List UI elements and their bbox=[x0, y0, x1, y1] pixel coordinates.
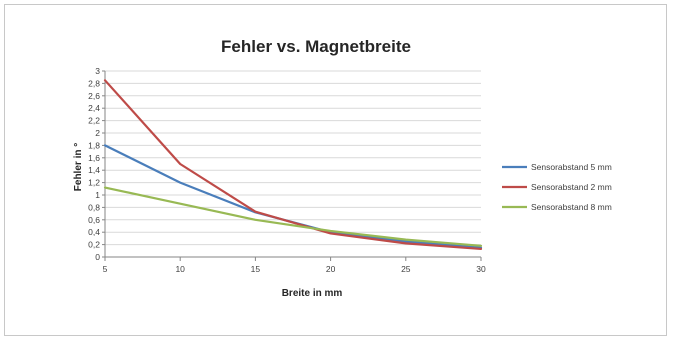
y-tick-label: 1,2 bbox=[88, 178, 100, 188]
x-tick-labels: 5 10 15 20 25 30 bbox=[103, 264, 486, 274]
y-tick-labels: 0 0,2 0,4 0,6 0,8 1 1,2 1,4 1,6 1,8 2 2,2 2,4 2,6 2,8 3 bbox=[88, 66, 100, 262]
chart-title: Fehler vs. Magnetbreite bbox=[221, 37, 411, 56]
legend-label-2: Sensorabstand 2 mm bbox=[531, 182, 612, 192]
y-axis-label: Fehler in ° bbox=[73, 143, 84, 191]
series-line-3 bbox=[103, 186, 483, 247]
series-lines bbox=[103, 79, 483, 251]
x-tick-label: 5 bbox=[103, 264, 108, 274]
x-tick-label: 30 bbox=[476, 264, 486, 274]
legend: Sensorabstand 5 mm Sensorabstand 2 mm Sens… bbox=[502, 162, 612, 212]
legend-label-3: Sensorabstand 8 mm bbox=[531, 202, 612, 212]
y-tick-label: 2,4 bbox=[88, 103, 100, 113]
chart-frame: Fehler vs. Magnetbreite 0 0,2 0,4 0,6 0,8 1 1,… bbox=[4, 4, 667, 336]
x-axis-label: Breite in mm bbox=[282, 288, 343, 299]
y-tick-label: 2,8 bbox=[88, 78, 100, 88]
line-chart: Fehler vs. Magnetbreite 0 0,2 0,4 0,6 0,8 1 1,… bbox=[73, 37, 612, 299]
y-tick-label: 2,6 bbox=[88, 91, 100, 101]
x-tick-label: 15 bbox=[251, 264, 261, 274]
y-tick-label: 1,6 bbox=[88, 153, 100, 163]
y-tick-label: 2 bbox=[95, 128, 100, 138]
x-tick-label: 25 bbox=[401, 264, 411, 274]
y-tick-label: 0,8 bbox=[88, 202, 100, 212]
y-tick-label: 0,2 bbox=[88, 240, 100, 250]
y-tick-label: 0,6 bbox=[88, 215, 100, 225]
y-tick-label: 1,8 bbox=[88, 140, 100, 150]
y-tick-label: 1,4 bbox=[88, 165, 100, 175]
x-tick-label: 10 bbox=[175, 264, 185, 274]
axes bbox=[102, 70, 482, 261]
y-tick-label: 0 bbox=[95, 252, 100, 262]
series-line-2 bbox=[103, 79, 483, 251]
grid-lines bbox=[105, 70, 481, 246]
y-tick-label: 0,4 bbox=[88, 227, 100, 237]
y-tick-label: 1 bbox=[95, 190, 100, 200]
y-tick-label: 2,2 bbox=[88, 116, 100, 126]
x-tick-label: 20 bbox=[326, 264, 336, 274]
y-tick-label: 3 bbox=[95, 66, 100, 76]
legend-label-1: Sensorabstand 5 mm bbox=[531, 162, 612, 172]
